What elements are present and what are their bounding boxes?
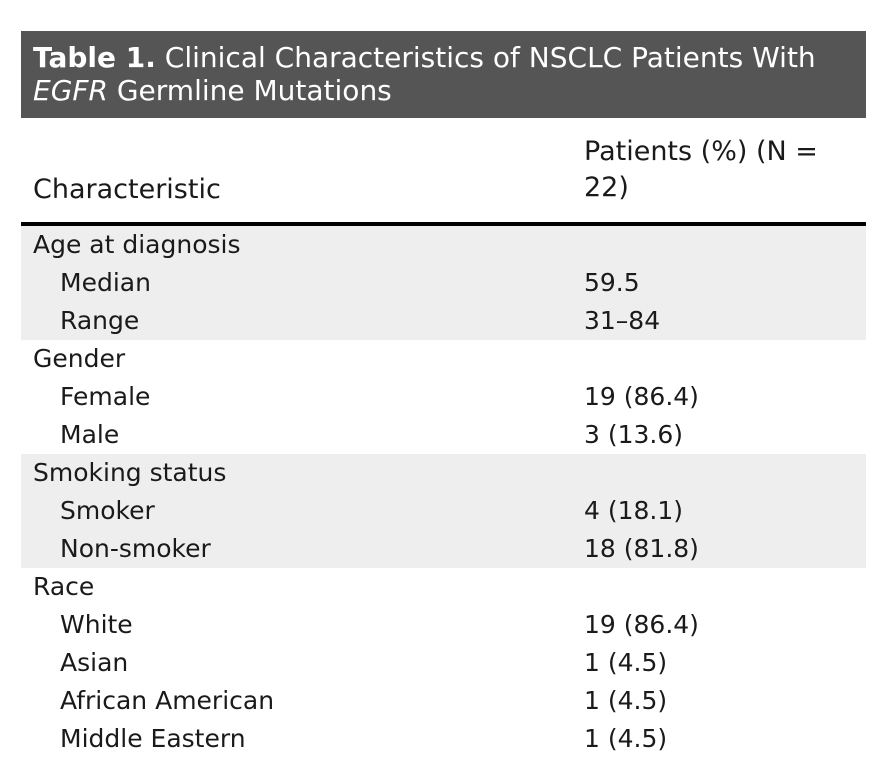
row-value: 1 (4.5) (584, 724, 668, 753)
row-value: 19 (86.4) (584, 382, 699, 411)
row-group: Race White 19 (86.4) Asian 1 (4.5) African Am… (21, 568, 866, 758)
row-value: 31–84 (584, 306, 661, 335)
row-group: Age at diagnosis Median 59.5 Range 31–84 (21, 226, 866, 340)
table-row: White 19 (86.4) (21, 606, 866, 644)
row-label: Smoker (60, 496, 155, 525)
row-value: 4 (18.1) (584, 496, 684, 525)
table-caption: Table 1. Clinical Characteristics of NSC… (21, 31, 866, 118)
table-row: African American 1 (4.5) (21, 682, 866, 720)
table-row: Middle Eastern 1 (4.5) (21, 720, 866, 758)
row-label: Non-smoker (60, 534, 211, 563)
table-row: Male 3 (13.6) (21, 416, 866, 454)
row-group: Gender Female 19 (86.4) Male 3 (13.6) (21, 340, 866, 454)
table-row: Asian 1 (4.5) (21, 644, 866, 682)
table-header: Characteristic Patients (%) (N = 22) (21, 118, 866, 226)
row-value: 1 (4.5) (584, 686, 668, 715)
table-row: Median 59.5 (21, 264, 866, 302)
row-label: African American (60, 686, 275, 715)
clinical-table: Table 1. Clinical Characteristics of NSC… (21, 31, 866, 758)
row-value: 19 (86.4) (584, 610, 699, 639)
table-row: Non-smoker 18 (81.8) (21, 530, 866, 568)
table-title-part1: Clinical Characteristics of NSCLC Patien… (164, 41, 816, 74)
table-title-part2: Germline Mutations (116, 74, 392, 107)
row-label: Range (60, 306, 140, 335)
row-value: 59.5 (584, 268, 640, 297)
table-row: Female 19 (86.4) (21, 378, 866, 416)
group-name: Age at diagnosis (33, 230, 241, 259)
table-body: Age at diagnosis Median 59.5 Range 31–84 Gend… (21, 226, 866, 758)
row-group: Smoking status Smoker 4 (18.1) Non-smoker 18… (21, 454, 866, 568)
row-label: Middle Eastern (60, 724, 246, 753)
row-label: Median (60, 268, 151, 297)
table-label: Table 1. (33, 41, 156, 74)
row-value: 3 (13.6) (584, 420, 684, 449)
group-name: Smoking status (33, 458, 227, 487)
group-header-row: Race (21, 568, 866, 606)
group-name: Gender (33, 344, 126, 373)
group-header-row: Smoking status (21, 454, 866, 492)
row-label: Female (60, 382, 151, 411)
group-header-row: Gender (21, 340, 866, 378)
row-label: Asian (60, 648, 129, 677)
row-value: 18 (81.8) (584, 534, 699, 563)
table-row: Smoker 4 (18.1) (21, 492, 866, 530)
column-header-patients: Patients (%) (N = 22) (584, 136, 818, 203)
table-row: Range 31–84 (21, 302, 866, 340)
group-name: Race (33, 572, 95, 601)
group-header-row: Age at diagnosis (21, 226, 866, 264)
row-label: White (60, 610, 133, 639)
table-title-gene: EGFR (33, 74, 108, 107)
row-label: Male (60, 420, 120, 449)
row-value: 1 (4.5) (584, 648, 668, 677)
column-header-characteristic: Characteristic (33, 174, 221, 205)
